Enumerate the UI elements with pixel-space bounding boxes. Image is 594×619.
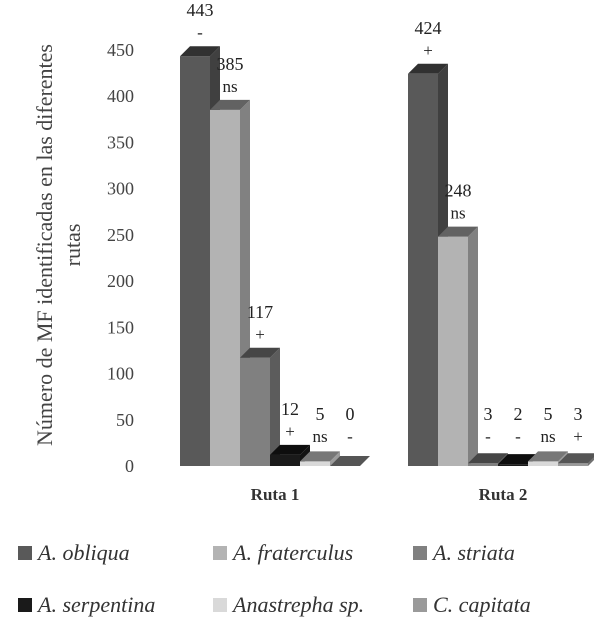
bar [300,451,340,466]
data-label: 12 [281,399,299,419]
significance-label: ns [450,204,465,223]
data-label: 3 [484,404,493,424]
data-label: 443 [187,0,214,20]
significance-label: ns [540,427,555,446]
legend-item: Anastrepha sp. [213,592,413,618]
legend-item: A. obliqua [18,540,213,566]
legend-swatch [213,598,227,612]
legend-swatch [18,546,32,560]
significance-label: + [423,41,433,60]
data-label: 385 [217,54,244,74]
significance-label: ns [312,427,327,446]
legend-swatch [18,598,32,612]
significance-label: - [197,23,203,42]
legend-row-2: A. serpentina Anastrepha sp. C. capitata [18,592,588,618]
bar [330,456,370,466]
y-tick-label: 0 [125,456,134,476]
y-tick-label: 200 [107,271,134,291]
significance-label: + [255,325,265,344]
data-label: 2 [514,404,523,424]
y-tick-label: 350 [107,132,134,152]
y-axis-label: Número de MF identificadas en las difere… [32,44,85,446]
legend-label: A. fraterculus [233,540,354,565]
legend-label: A. serpentina [38,592,156,617]
data-label: 5 [316,404,325,424]
legend-item: A. fraterculus [213,540,413,566]
significance-label: - [347,427,353,446]
legend-row-1: A. obliqua A. fraterculus A. striata [18,540,588,566]
legend-swatch [413,598,427,612]
legend-swatch [213,546,227,560]
legend-label: A. obliqua [38,540,130,565]
data-label: 424 [415,18,442,38]
category-label: Ruta 1 [251,485,300,504]
y-tick-label: 50 [116,410,134,430]
data-label: 5 [544,404,553,424]
y-tick-label: 100 [107,364,134,384]
significance-label: + [285,422,295,441]
legend-label: C. capitata [433,592,531,617]
y-tick-label: 450 [107,40,134,60]
y-tick-label: 400 [107,86,134,106]
data-label: 117 [247,302,273,322]
legend-item: A. serpentina [18,592,213,618]
y-tick-label: 300 [107,179,134,199]
bar-chart: Número de MF identificadas en las difere… [32,0,594,504]
bar [240,347,280,466]
bar [210,99,250,466]
significance-label: - [485,427,491,446]
category-label: Ruta 2 [479,485,528,504]
data-label: 3 [574,404,583,424]
legend-label: A. striata [433,540,515,565]
bar [438,226,478,466]
y-tick-label: 250 [107,225,134,245]
y-tick-label: 150 [107,317,134,337]
significance-label: + [573,427,583,446]
legend-item: A. striata [413,540,588,566]
data-label: 0 [346,404,355,424]
legend-swatch [413,546,427,560]
legend-item: C. capitata [413,592,588,618]
data-label: 248 [445,181,472,201]
bar [558,453,594,466]
significance-label: - [515,427,521,446]
legend-label: Anastrepha sp. [233,592,365,617]
significance-label: ns [222,77,237,96]
